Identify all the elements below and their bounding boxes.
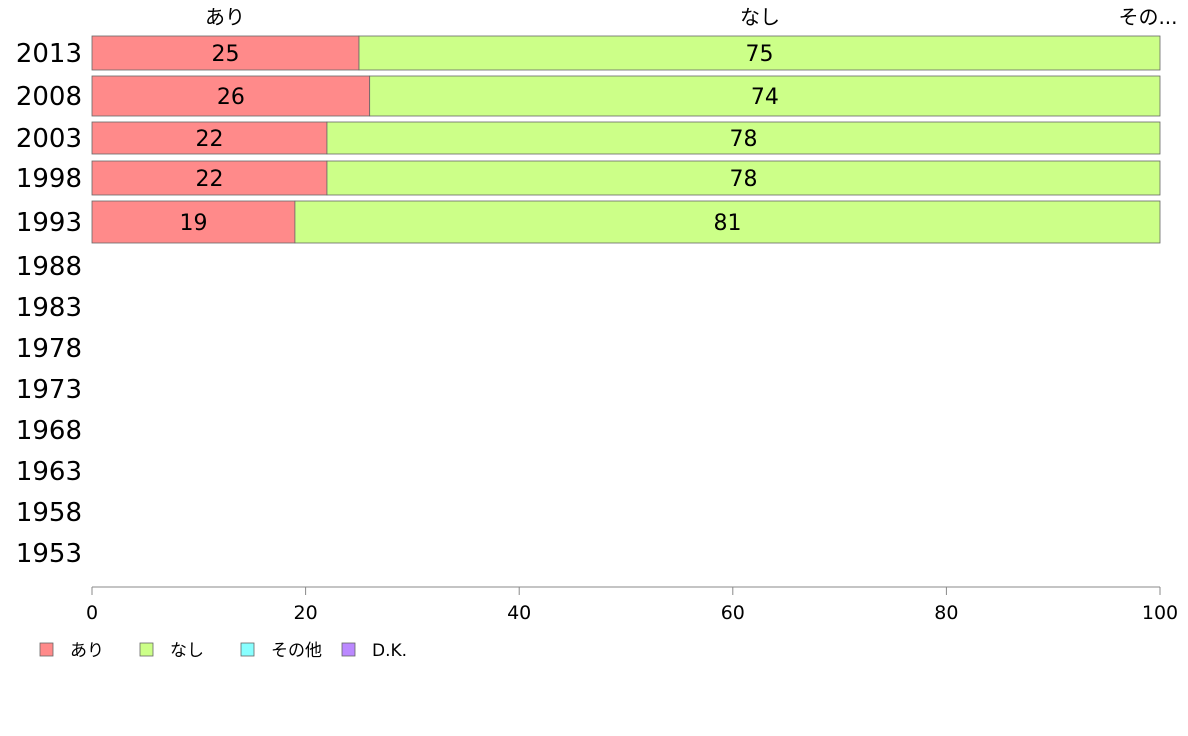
legend-swatch bbox=[240, 642, 255, 657]
bar-value-label: 74 bbox=[751, 85, 779, 110]
x-tick-label: 60 bbox=[721, 602, 745, 624]
bar-value-label: 22 bbox=[195, 127, 223, 152]
y-tick-label: 1983 bbox=[16, 293, 82, 323]
y-tick-label: 2003 bbox=[16, 124, 82, 154]
legend-item: あり bbox=[39, 641, 104, 661]
legend-swatch bbox=[39, 642, 54, 657]
x-tick-label: 40 bbox=[507, 602, 531, 624]
legend-label: なし bbox=[170, 641, 204, 661]
bar-value-label: 19 bbox=[179, 211, 207, 236]
y-tick-label: 2008 bbox=[16, 82, 82, 112]
legend-swatch bbox=[139, 642, 154, 657]
bar-segment bbox=[91, 121, 328, 155]
y-tick-label: 2013 bbox=[16, 39, 82, 69]
legend-label: その他 bbox=[271, 641, 322, 661]
legend: あり なし その他 D.K. bbox=[39, 641, 407, 661]
legend-label: あり bbox=[70, 641, 104, 661]
top-series-label: その... bbox=[1118, 5, 1177, 29]
x-tick-label: 80 bbox=[934, 602, 958, 624]
legend-swatch bbox=[341, 642, 356, 657]
bar-value-label: 78 bbox=[729, 127, 757, 152]
y-tick-label: 1978 bbox=[16, 334, 82, 364]
x-tick-label: 0 bbox=[86, 602, 98, 624]
legend-item: D.K. bbox=[341, 641, 407, 661]
y-tick-label: 1968 bbox=[16, 416, 82, 446]
top-series-labels: あり なし その... bbox=[205, 5, 1178, 29]
bar-value-label: 22 bbox=[195, 167, 223, 192]
y-tick-label: 1953 bbox=[16, 539, 82, 569]
bar-value-label: 81 bbox=[713, 211, 741, 236]
bar-value-label: 78 bbox=[729, 167, 757, 192]
legend-item: その他 bbox=[240, 641, 322, 661]
top-series-label: あり bbox=[205, 5, 245, 29]
bar-segment bbox=[369, 75, 1161, 117]
bar-segment bbox=[91, 160, 328, 196]
bar-value-label: 26 bbox=[217, 85, 245, 110]
bar-segment bbox=[358, 35, 1161, 71]
bar-segment bbox=[326, 121, 1161, 155]
y-tick-label: 1973 bbox=[16, 375, 82, 405]
bar-segment bbox=[91, 75, 371, 117]
x-tick-label: 20 bbox=[294, 602, 318, 624]
legend-item: なし bbox=[139, 641, 204, 661]
bar-segment bbox=[294, 200, 1161, 244]
y-tick-label: 1958 bbox=[16, 498, 82, 528]
bars: 25 75 26 74 22 78 22 78 19 81 bbox=[91, 35, 1161, 244]
y-axis: 2013 2008 2003 1998 1993 1988 1983 1978 1973 1968… bbox=[16, 39, 82, 569]
y-tick-label: 1963 bbox=[16, 457, 82, 487]
y-tick-label: 1998 bbox=[16, 164, 82, 194]
bar-segment bbox=[91, 200, 296, 244]
bar-value-label: 75 bbox=[746, 42, 774, 67]
bar-value-label: 25 bbox=[212, 42, 240, 67]
x-tick-label: 100 bbox=[1142, 602, 1178, 624]
legend-label: D.K. bbox=[372, 641, 407, 661]
y-tick-label: 1993 bbox=[16, 208, 82, 238]
top-series-label: なし bbox=[740, 5, 780, 29]
x-axis: 0 20 40 60 80 100 bbox=[86, 586, 1178, 624]
bar-segment bbox=[91, 35, 360, 71]
y-tick-label: 1988 bbox=[16, 252, 82, 282]
bar-segment bbox=[326, 160, 1161, 196]
